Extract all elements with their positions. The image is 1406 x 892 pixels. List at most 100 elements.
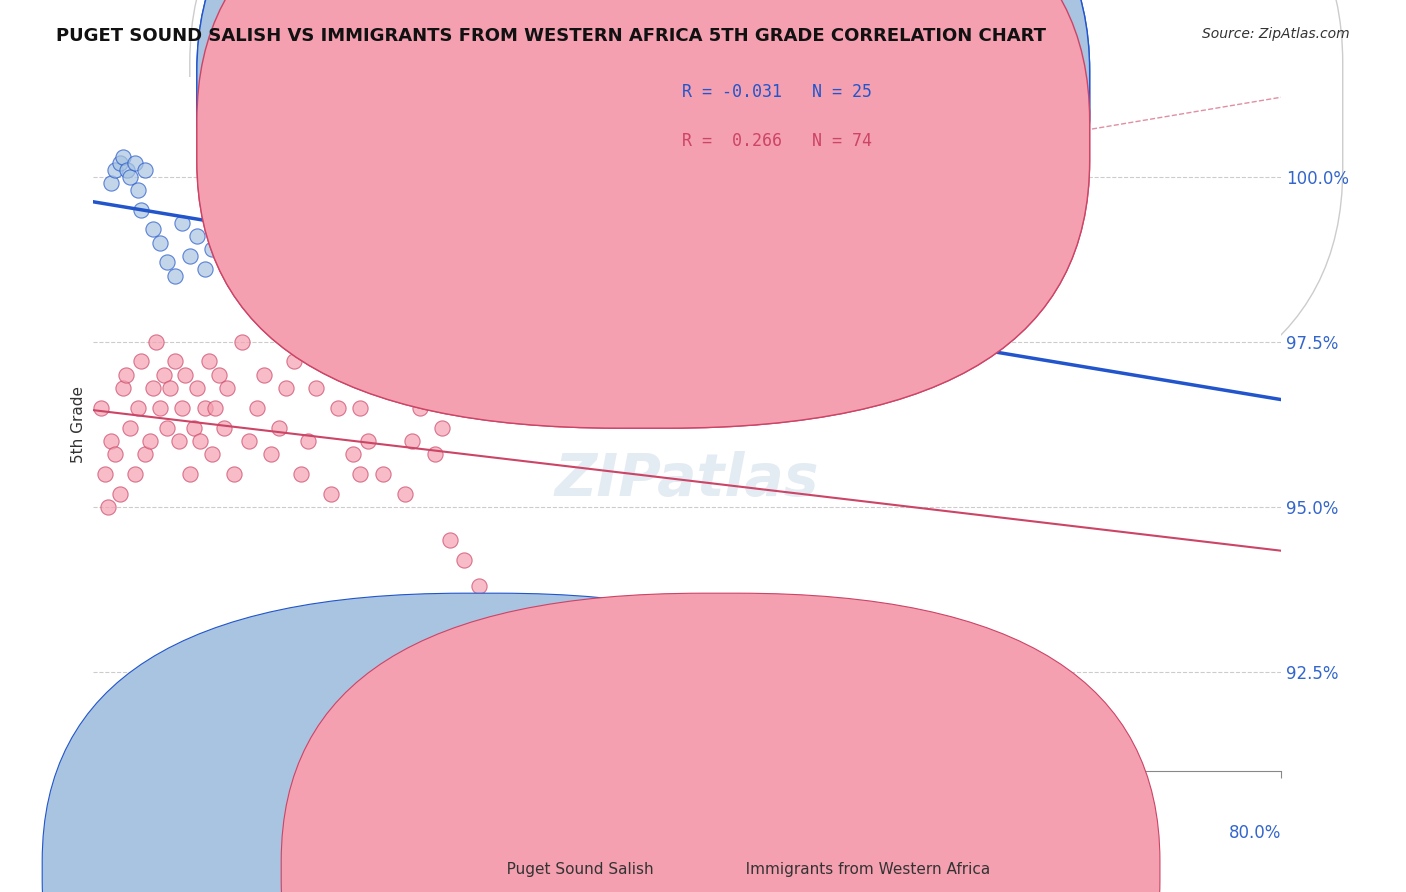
Point [602, 315, 624, 329]
Point [357, 434, 380, 448]
Point [111, 150, 134, 164]
Point [416, 354, 439, 368]
Point [97, 500, 120, 514]
Point [283, 354, 305, 368]
Point [183, 420, 205, 434]
Point [215, 196, 238, 211]
Point [193, 401, 215, 415]
Point [134, 162, 156, 177]
Point [212, 420, 235, 434]
Point [312, 334, 335, 349]
Point [297, 434, 319, 448]
Text: ZIPatlas: ZIPatlas [555, 451, 820, 508]
Point [179, 467, 201, 481]
Point [198, 354, 221, 368]
Point [193, 262, 215, 277]
Point [267, 420, 290, 434]
Y-axis label: 5th Grade: 5th Grade [72, 385, 86, 463]
Text: Puget Sound Salish: Puget Sound Salish [492, 863, 654, 877]
Point [204, 401, 226, 415]
Point [231, 255, 253, 269]
Point [387, 368, 409, 382]
Point [290, 467, 312, 481]
Point [149, 401, 172, 415]
Point [90, 401, 112, 415]
Point [378, 381, 401, 395]
Point [104, 447, 127, 461]
Text: R =  0.266   N = 74: R = 0.266 N = 74 [682, 132, 872, 150]
Point [676, 222, 699, 236]
Point [129, 354, 152, 368]
Point [100, 434, 122, 448]
Point [100, 176, 122, 190]
Point [328, 401, 350, 415]
Point [124, 467, 146, 481]
Point [423, 447, 446, 461]
Point [898, 315, 921, 329]
Point [527, 665, 550, 679]
Point [253, 368, 276, 382]
Point [153, 368, 176, 382]
Point [159, 381, 181, 395]
Point [142, 222, 165, 236]
Text: 80.0%: 80.0% [1229, 824, 1281, 842]
Point [120, 169, 142, 184]
Point [468, 579, 491, 593]
Point [305, 381, 328, 395]
Text: Immigrants from Western Africa: Immigrants from Western Africa [731, 863, 990, 877]
Text: PUGET SOUND SALISH VS IMMIGRANTS FROM WESTERN AFRICA 5TH GRADE CORRELATION CHART: PUGET SOUND SALISH VS IMMIGRANTS FROM WE… [56, 27, 1046, 45]
Point [169, 434, 191, 448]
Point [342, 447, 364, 461]
Point [115, 368, 138, 382]
Point [260, 447, 283, 461]
Point [127, 401, 149, 415]
Point [498, 632, 520, 646]
Point [186, 229, 208, 244]
Point [482, 599, 505, 613]
Point [138, 434, 160, 448]
Point [104, 162, 127, 177]
Point [120, 420, 142, 434]
Point [335, 368, 357, 382]
Point [127, 183, 149, 197]
Point [108, 486, 131, 500]
Point [349, 401, 371, 415]
Point [186, 381, 208, 395]
Point [749, 288, 772, 302]
Point [163, 354, 186, 368]
Point [430, 420, 453, 434]
Point [172, 401, 194, 415]
Point [409, 401, 432, 415]
Point [145, 334, 167, 349]
Point [453, 552, 475, 566]
Point [231, 334, 253, 349]
Point [276, 381, 298, 395]
Point [238, 434, 260, 448]
Point [108, 156, 131, 170]
Point [364, 354, 387, 368]
Point [201, 447, 224, 461]
Point [117, 162, 139, 177]
Point [401, 434, 423, 448]
Point [149, 235, 172, 250]
Point [224, 275, 246, 289]
Point [172, 216, 194, 230]
Point [319, 486, 342, 500]
Point [357, 684, 380, 698]
Point [201, 242, 224, 256]
Text: Source: ZipAtlas.com: Source: ZipAtlas.com [1202, 27, 1350, 41]
Point [224, 467, 246, 481]
Point [394, 486, 416, 500]
Point [142, 381, 165, 395]
Point [179, 249, 201, 263]
Point [163, 268, 186, 283]
Point [124, 156, 146, 170]
Point [245, 401, 267, 415]
Text: R = -0.031   N = 25: R = -0.031 N = 25 [682, 83, 872, 101]
Point [188, 434, 211, 448]
Point [111, 381, 134, 395]
Text: 0.0%: 0.0% [93, 824, 135, 842]
Point [208, 368, 231, 382]
Point [94, 467, 117, 481]
Point [371, 467, 394, 481]
